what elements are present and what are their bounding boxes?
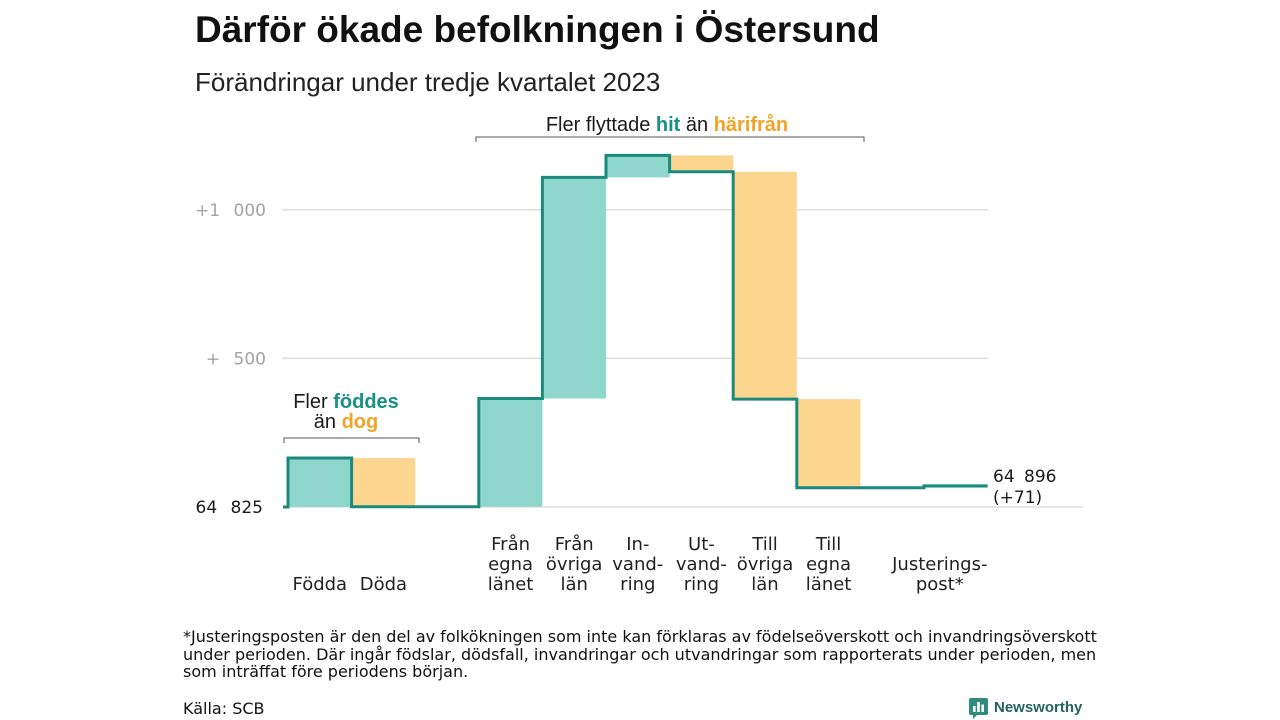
category-label-till-egna-lanet: Till egna länet (806, 534, 852, 595)
bar-fran-egna-lanet (478, 398, 543, 507)
category-label-line: Till (815, 534, 841, 555)
bar-doda (351, 458, 416, 507)
brand-name: Newsworthy (994, 699, 1083, 716)
bar-till-ovriga-lan (733, 171, 797, 400)
end-change-label: (+71) (993, 488, 1042, 508)
category-label-line: Justerings- (891, 554, 987, 575)
end-value-label: 64 896 (993, 467, 1056, 487)
annotation-out-word: härifrån (713, 114, 789, 136)
category-label-justeringspost: Justerings-post* (891, 554, 987, 595)
category-label-fran-egna-lanet: Från egna länet (488, 534, 534, 595)
annotation-in-word: hit (655, 114, 681, 136)
category-label-line: länet (806, 574, 852, 595)
births-bracket (283, 437, 420, 443)
migration-bracket (475, 136, 865, 142)
category-label-fodda: Födda (292, 574, 347, 595)
source-note: Källa: SCB (183, 699, 265, 718)
category-label-line: In- (626, 534, 649, 555)
chart-title: Därför ökade befolkningen i Östersund (195, 9, 880, 50)
category-label-doda: Döda (360, 574, 407, 595)
migration-annotation: Fler flyttade hit än härifrån (467, 113, 867, 137)
category-label-line: län (751, 574, 778, 595)
bracket-line (475, 136, 865, 142)
category-label-line: Från (555, 534, 594, 555)
chart-subtitle: Förändringar under tredje kvartalet 2023 (195, 67, 661, 97)
category-label-line: egna (488, 554, 533, 575)
line-layer (283, 153, 988, 509)
bar-till-egna-lanet (796, 399, 861, 488)
annotation-line: än dog (246, 412, 446, 432)
category-label-fran-ovriga-lan: Från övriga län (546, 534, 603, 595)
category-label-line: Från (491, 534, 530, 555)
category-label-line: ring (684, 574, 719, 595)
bar-invandring (606, 155, 670, 178)
category-label-line: Döda (360, 574, 407, 595)
cumulative-step-line (283, 153, 988, 509)
category-label-line: post* (916, 574, 964, 595)
bar-layer (288, 155, 988, 507)
annotation-in-word: föddes (333, 391, 399, 413)
category-label-line: ring (620, 574, 655, 595)
category-label-line: Till (751, 534, 777, 555)
category-label-line: vand- (676, 554, 727, 575)
annotation-out-word: dog (341, 411, 379, 433)
bracket-line (283, 437, 420, 443)
annotation-joiner: än (313, 411, 337, 433)
annotation-line: Fler föddes (246, 392, 446, 412)
bar-utvandring (669, 155, 734, 172)
footnote-line: under perioden. Där ingår födslar, dödsf… (183, 644, 1097, 664)
footnote: *Justeringsposten är den del av folkökni… (183, 628, 1097, 681)
footnote-line: som inträffat före periodens början. (183, 662, 469, 681)
bar-fodda (288, 458, 352, 507)
category-label-line: Ut- (688, 534, 715, 555)
annotation-lead: Fler flyttade (545, 114, 651, 136)
footnote-line: *Justeringsposten är den del av folkökni… (183, 627, 1097, 646)
start-value-label: 64 825 (196, 498, 263, 518)
category-label-line: Födda (292, 574, 347, 595)
category-label-line: övriga (737, 554, 794, 575)
category-label-line: egna (806, 554, 851, 575)
bar-fran-ovriga-lan (542, 177, 606, 399)
brand-logo: Newsworthy (969, 697, 1082, 719)
category-label-line: övriga (546, 554, 603, 575)
category-label-line: vand- (612, 554, 663, 575)
annotation-lead: Fler (293, 391, 328, 413)
y-tick-label: + 500 (206, 349, 266, 369)
newsworthy-logo-icon (969, 697, 988, 719)
category-label-line: län (560, 574, 587, 595)
births-annotation: Fler föddes än dog (246, 392, 446, 432)
category-label-utvandring: Ut-vand-ring (676, 534, 727, 595)
category-label-line: länet (488, 574, 534, 595)
category-label-till-ovriga-lan: Till övriga län (737, 534, 794, 595)
y-tick-label: +1 000 (195, 201, 266, 221)
category-label-invandring: In-vand-ring (612, 534, 663, 595)
annotation-joiner: än (685, 114, 709, 136)
